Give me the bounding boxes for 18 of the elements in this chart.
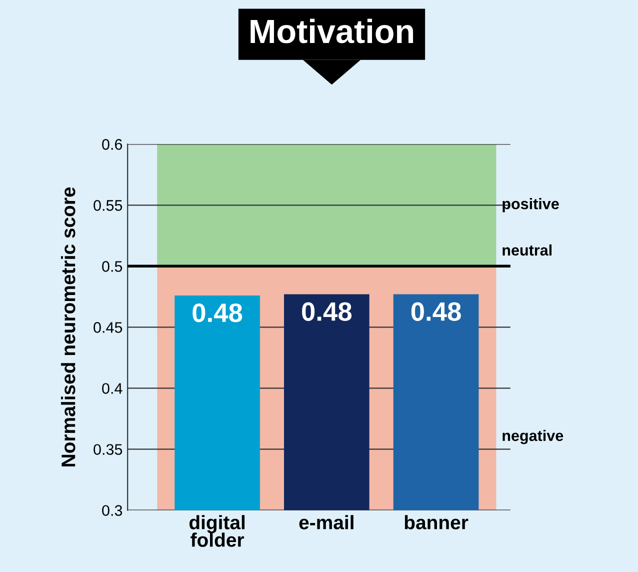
data-label: 0.48 bbox=[302, 302, 352, 321]
x-tick-label: banner bbox=[404, 515, 468, 530]
y-tick-label: 0.3 bbox=[102, 505, 122, 516]
y-axis-title: Normalised neurometric score bbox=[60, 187, 76, 466]
band-label: positive bbox=[502, 198, 559, 212]
data-label: 0.48 bbox=[192, 303, 242, 322]
y-tick-label: 0.45 bbox=[94, 322, 122, 333]
y-tick-label: 0.35 bbox=[94, 444, 122, 455]
x-tick-label: digital folder bbox=[189, 515, 245, 547]
y-tick-label: 0.5 bbox=[102, 261, 122, 272]
y-tick-label: 0.4 bbox=[102, 383, 122, 394]
x-tick-label: e-mail bbox=[299, 515, 354, 530]
data-label: 0.48 bbox=[411, 302, 461, 321]
chart-title: Motivation bbox=[250, 18, 414, 44]
ref-line-label: neutral bbox=[502, 244, 552, 256]
y-tick-label: 0.55 bbox=[94, 200, 122, 211]
y-tick-label: 0.6 bbox=[102, 139, 122, 150]
band-label: negative bbox=[502, 430, 564, 444]
